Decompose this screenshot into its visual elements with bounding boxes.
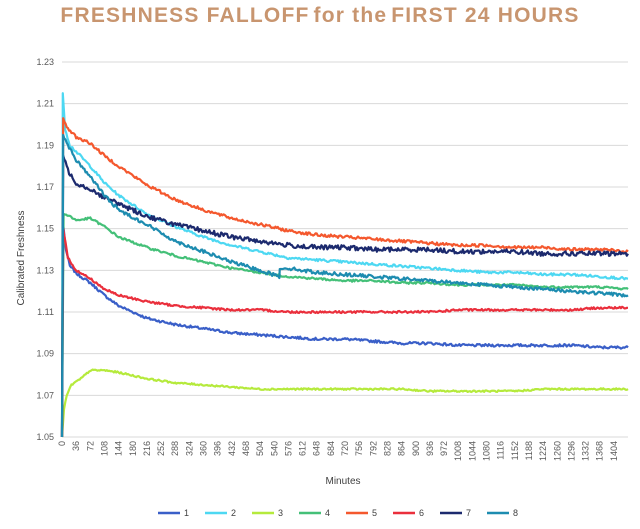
y-tick-label: 1.15 [36, 224, 54, 234]
y-tick-label: 1.21 [36, 99, 54, 109]
x-tick-label: 360 [199, 441, 209, 456]
x-tick-label: 648 [312, 441, 322, 456]
x-tick-label: 468 [241, 441, 251, 456]
x-tick-label: 612 [298, 441, 308, 456]
x-tick-label: 684 [326, 441, 336, 456]
x-tick-label: 540 [269, 441, 279, 456]
y-tick-label: 1.13 [36, 265, 54, 275]
y-tick-label: 1.07 [36, 390, 54, 400]
x-tick-label: 288 [170, 441, 180, 456]
legend: 1 2 3 4 5 6 7 8 [158, 508, 518, 518]
series-line-5 [60, 117, 629, 438]
x-tick-label: 108 [99, 441, 109, 456]
title-part-2: for the [313, 4, 388, 27]
y-tick-label: 1.05 [36, 432, 54, 442]
x-tick-label: 216 [142, 441, 152, 456]
x-tick-label: 36 [71, 441, 81, 451]
x-tick-label: 1260 [552, 441, 562, 461]
series-line-2 [60, 92, 629, 438]
legend-label-1: 1 [184, 508, 189, 518]
x-tick-label: 828 [382, 441, 392, 456]
x-tick-label: 72 [85, 441, 95, 451]
x-tick-label: 180 [128, 441, 138, 456]
x-tick-label: 252 [156, 441, 166, 456]
series-line-6 [60, 227, 629, 438]
y-tick-label: 1.23 [36, 57, 54, 67]
x-tick-label: 1008 [453, 441, 463, 461]
title-part-3: FIRST 24 HOURS [391, 4, 580, 27]
x-tick-label: 324 [184, 441, 194, 456]
x-tick-label: 396 [213, 441, 223, 456]
x-tick-label: 1368 [595, 441, 605, 461]
x-tick-label: 1224 [538, 441, 548, 461]
x-tick-label: 144 [114, 441, 124, 456]
x-tick-label: 576 [283, 441, 293, 456]
x-tick-labels: 0 36 72 108 144 180 216 252 288 324 360 396 432 468 50… [57, 441, 619, 461]
y-axis-title: Calibrated Freshness [16, 210, 27, 305]
x-tick-label: 1080 [482, 441, 492, 461]
legend-label-3: 3 [278, 508, 283, 518]
series-line-7 [60, 154, 629, 438]
series-line-3 [60, 368, 629, 438]
legend-label-5: 5 [372, 508, 377, 518]
x-tick-label: 0 [57, 441, 67, 446]
y-tick-label: 1.19 [36, 140, 54, 150]
legend-label-4: 4 [325, 508, 330, 518]
y-tick-label: 1.17 [36, 182, 54, 192]
x-tick-label: 900 [411, 441, 421, 456]
chart-title: FRESHNESS FALLOFF for the FIRST 24 HOURS [0, 4, 640, 28]
x-tick-label: 864 [397, 441, 407, 456]
x-tick-label: 1296 [566, 441, 576, 461]
x-tick-label: 756 [354, 441, 364, 456]
y-tick-labels: 1.05 1.07 1.09 1.11 1.13 1.15 1.17 1.19 1.21 1.23 [36, 57, 54, 442]
x-tick-label: 1152 [510, 441, 520, 460]
x-tick-label: 432 [227, 441, 237, 456]
y-tick-label: 1.11 [37, 307, 54, 317]
legend-label-6: 6 [419, 508, 424, 518]
legend-label-8: 8 [513, 508, 518, 518]
series-line-8 [60, 133, 629, 438]
gridlines [62, 61, 628, 438]
x-tick-label: 1116 [496, 441, 506, 460]
x-tick-label: 972 [439, 441, 449, 456]
x-tick-label: 1188 [524, 441, 534, 460]
series-line-1 [60, 223, 629, 438]
x-tick-label: 720 [340, 441, 350, 456]
series-line-4 [60, 212, 629, 438]
x-tick-label: 1404 [609, 441, 619, 461]
legend-label-2: 2 [231, 508, 236, 518]
x-tick-label: 504 [255, 441, 265, 456]
series-lines [60, 92, 629, 438]
x-tick-label: 936 [425, 441, 435, 456]
x-axis-title: Minutes [325, 476, 360, 487]
x-tick-label: 1332 [581, 441, 591, 461]
x-tick-label: 792 [368, 441, 378, 456]
x-tick-label: 1044 [467, 441, 477, 461]
y-tick-label: 1.09 [36, 349, 54, 359]
legend-label-7: 7 [466, 508, 471, 518]
title-part-1: FRESHNESS FALLOFF [60, 4, 310, 27]
